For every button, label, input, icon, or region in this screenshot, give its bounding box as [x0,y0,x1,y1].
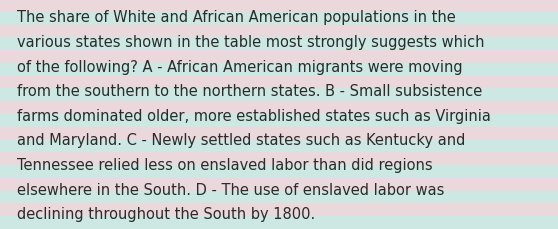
Bar [0,64,558,76]
Text: Tennessee relied less on enslaved labor than did regions: Tennessee relied less on enslaved labor … [17,157,432,172]
Bar [0,140,558,153]
Bar [0,0,558,13]
Text: from the southern to the northern states. B - Small subsistence: from the southern to the northern states… [17,84,482,99]
Text: The share of White and African American populations in the: The share of White and African American … [17,10,455,25]
Text: of the following? A - African American migrants were moving: of the following? A - African American m… [17,59,463,74]
Text: declining throughout the South by 1800.: declining throughout the South by 1800. [17,206,315,221]
Bar [0,102,558,114]
Text: farms dominated older, more established states such as Virginia: farms dominated older, more established … [17,108,490,123]
Bar [0,191,558,204]
Bar [0,51,558,64]
Bar [0,89,558,102]
Bar [0,178,558,191]
Text: various states shown in the table most strongly suggests which: various states shown in the table most s… [17,35,484,50]
Bar [0,114,558,127]
Bar [0,153,558,165]
Bar [0,13,558,25]
Bar [0,165,558,178]
Bar [0,127,558,140]
Text: and Maryland. C - Newly settled states such as Kentucky and: and Maryland. C - Newly settled states s… [17,133,465,148]
Bar [0,204,558,216]
Bar [0,38,558,51]
Bar [0,25,558,38]
Bar [0,216,558,229]
Bar [0,76,558,89]
Text: elsewhere in the South. D - The use of enslaved labor was: elsewhere in the South. D - The use of e… [17,182,444,197]
